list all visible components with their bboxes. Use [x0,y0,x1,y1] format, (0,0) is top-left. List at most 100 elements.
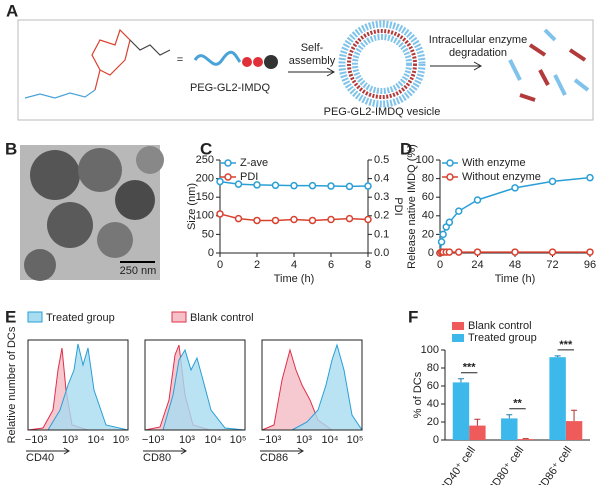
x-axis-label: CD80 [143,452,171,464]
y-tick-label: 100 [196,210,214,222]
y2-tick-label: 0.5 [374,154,389,166]
series-line [439,176,591,254]
error-bar [571,409,578,422]
y-axis-label: Relative number of DCs [6,326,18,443]
marker [511,248,519,256]
legend-label: Blank control [468,320,532,332]
marker [364,215,372,224]
legend-label: PDI [240,171,258,183]
x-axis-label: CD40 [26,452,54,464]
legend-marker [446,159,454,167]
treated-histogram [162,348,246,431]
y-axis-label: Size (nm) [186,183,198,230]
y2-tick-label: 0.2 [374,210,389,222]
axis-arrow [143,447,187,455]
x-tick-label: −10³ [25,434,48,446]
marker [445,218,454,227]
y-tick-label: 0 [208,247,214,259]
x-tick-label: CD80⁺ cell [486,445,527,485]
marker [473,248,482,256]
marker [455,248,463,256]
axis-arrow [26,447,70,455]
bar [517,439,534,440]
x-tick-label: 10⁴ [88,434,105,446]
y-tick-label: 100 [421,344,439,356]
bar [565,421,583,440]
x-tick-label: 10³ [179,434,195,446]
step1-label: Self- [301,42,324,54]
panel-label: C [200,139,212,158]
legend-marker [224,173,232,181]
x-tick-label: 10⁵ [230,434,247,446]
plot-frame [261,339,363,431]
y-tick-label: 80 [422,173,434,185]
legend-swatch [452,322,464,330]
marker [216,177,224,186]
plot-frame [27,339,129,431]
marker [253,181,261,189]
y2-tick-label: 0.3 [374,191,389,203]
y-axis-label: Release native IMDQ (%) [406,144,418,269]
bar [469,425,486,440]
marker [345,182,354,191]
molecule [24,28,171,99]
error-bar [474,418,481,426]
y-tick-label: 0 [433,434,439,446]
legend-swatch [171,311,187,323]
tem-image [20,145,164,281]
x-tick-label: CD86⁺ cell [534,445,575,485]
molecule-icon [193,50,278,69]
marker [511,184,519,192]
molecule-label: PEG-GL2-IMDQ [190,82,271,94]
axis-arrow [260,447,304,455]
legend-label: Without enzyme [462,171,541,183]
y2-tick-label: 0.0 [374,247,389,259]
panel-a-frame [17,19,594,121]
step2-label: Intracellular enzyme [429,34,527,46]
panel-label: F [408,307,418,326]
marker [586,173,594,182]
x-tick-label: 6 [328,259,334,271]
y-tick-label: 20 [422,228,434,240]
arrow [430,61,483,71]
y-tick-label: 200 [196,173,214,185]
scale-bar-label: 250 nm [120,265,157,277]
y-tick-label: 100 [416,154,434,166]
y-tick-label: 40 [427,398,439,410]
y2-axis-label: PDI [392,197,404,215]
marker [586,248,594,256]
vesicle-label: PEG-GL2-IMDQ vesicle [324,106,441,118]
marker [308,181,317,190]
marker [455,207,463,215]
y-axis-label: % of DCs [412,371,424,418]
plot-frame [144,339,246,431]
step2-label: degradation [449,47,507,59]
y-tick-label: 0 [428,247,434,259]
significance: ** [513,398,522,410]
y-tick-label: 60 [422,191,434,203]
panel-label: D [400,139,412,158]
x-tick-label: 4 [291,259,297,271]
marker [327,215,335,224]
x-tick-label: 0 [217,259,223,271]
y-tick-label: 60 [427,380,439,392]
error-bar [506,414,513,419]
marker [216,210,224,218]
panel-label: A [6,1,18,20]
error-bar [457,378,464,383]
legend-marker [224,159,232,167]
marker [437,238,446,246]
x-tick-label: 10⁵ [347,434,364,446]
bar [501,418,518,440]
marker [290,181,298,190]
equals: = [177,54,183,66]
marker [290,215,298,224]
marker [234,214,243,223]
marker [253,216,261,225]
vesicle [338,20,426,108]
x-tick-label: 10³ [296,434,312,446]
bar [549,357,566,440]
y-tick-label: 250 [196,154,214,166]
x-tick-label: 24 [471,259,483,271]
